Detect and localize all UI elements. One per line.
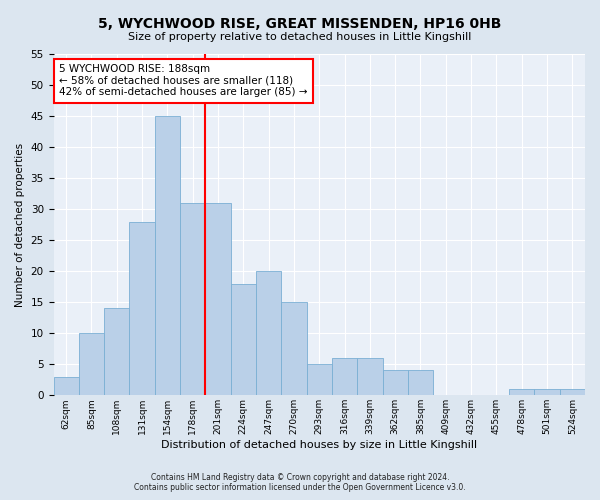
Bar: [205, 203, 230, 396]
Bar: [155, 116, 180, 396]
Bar: [281, 302, 307, 396]
Text: Contains HM Land Registry data © Crown copyright and database right 2024.
Contai: Contains HM Land Registry data © Crown c…: [134, 473, 466, 492]
Bar: [180, 203, 205, 396]
Text: Size of property relative to detached houses in Little Kingshill: Size of property relative to detached ho…: [128, 32, 472, 42]
Text: 5 WYCHWOOD RISE: 188sqm
← 58% of detached houses are smaller (118)
42% of semi-d: 5 WYCHWOOD RISE: 188sqm ← 58% of detache…: [59, 64, 307, 98]
Bar: [408, 370, 433, 396]
Bar: [383, 370, 408, 396]
Y-axis label: Number of detached properties: Number of detached properties: [15, 142, 25, 306]
Bar: [256, 271, 281, 396]
Bar: [357, 358, 383, 396]
Bar: [560, 389, 585, 396]
X-axis label: Distribution of detached houses by size in Little Kingshill: Distribution of detached houses by size …: [161, 440, 478, 450]
Bar: [130, 222, 155, 396]
Bar: [79, 333, 104, 396]
Bar: [53, 376, 79, 396]
Bar: [332, 358, 357, 396]
Bar: [230, 284, 256, 396]
Text: 5, WYCHWOOD RISE, GREAT MISSENDEN, HP16 0HB: 5, WYCHWOOD RISE, GREAT MISSENDEN, HP16 …: [98, 18, 502, 32]
Bar: [509, 389, 535, 396]
Bar: [535, 389, 560, 396]
Bar: [104, 308, 130, 396]
Bar: [307, 364, 332, 396]
